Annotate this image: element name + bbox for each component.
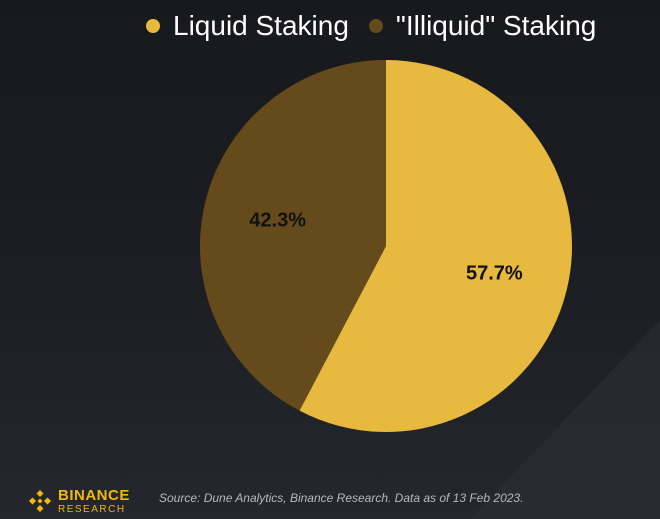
source-note: Source: Dune Analytics, Binance Research… xyxy=(159,491,524,505)
brand-subtitle: RESEARCH xyxy=(58,503,126,515)
chart-legend: Liquid Staking "Illiquid" Staking xyxy=(146,6,616,46)
slice-value-label: 42.3% xyxy=(249,209,306,231)
legend-label: Liquid Staking xyxy=(173,10,349,41)
binance-diamond-icon xyxy=(29,490,51,512)
legend-item-illiquid-staking: "Illiquid" Staking xyxy=(368,10,597,42)
legend-swatch xyxy=(368,19,383,33)
footer: BINANCE RESEARCH xyxy=(28,486,130,516)
brand-logo: BINANCE RESEARCH xyxy=(28,488,130,515)
slice-value-label: 57.7% xyxy=(466,263,523,285)
brand-name: BINANCE xyxy=(58,486,130,504)
legend-swatch xyxy=(146,19,160,33)
legend-item-liquid-staking: Liquid Staking xyxy=(146,10,349,42)
pie-slice-illiquid-staking xyxy=(200,59,386,411)
pie-slice-liquid-staking xyxy=(299,60,573,432)
legend-label: "Illiquid" Staking xyxy=(395,10,597,41)
